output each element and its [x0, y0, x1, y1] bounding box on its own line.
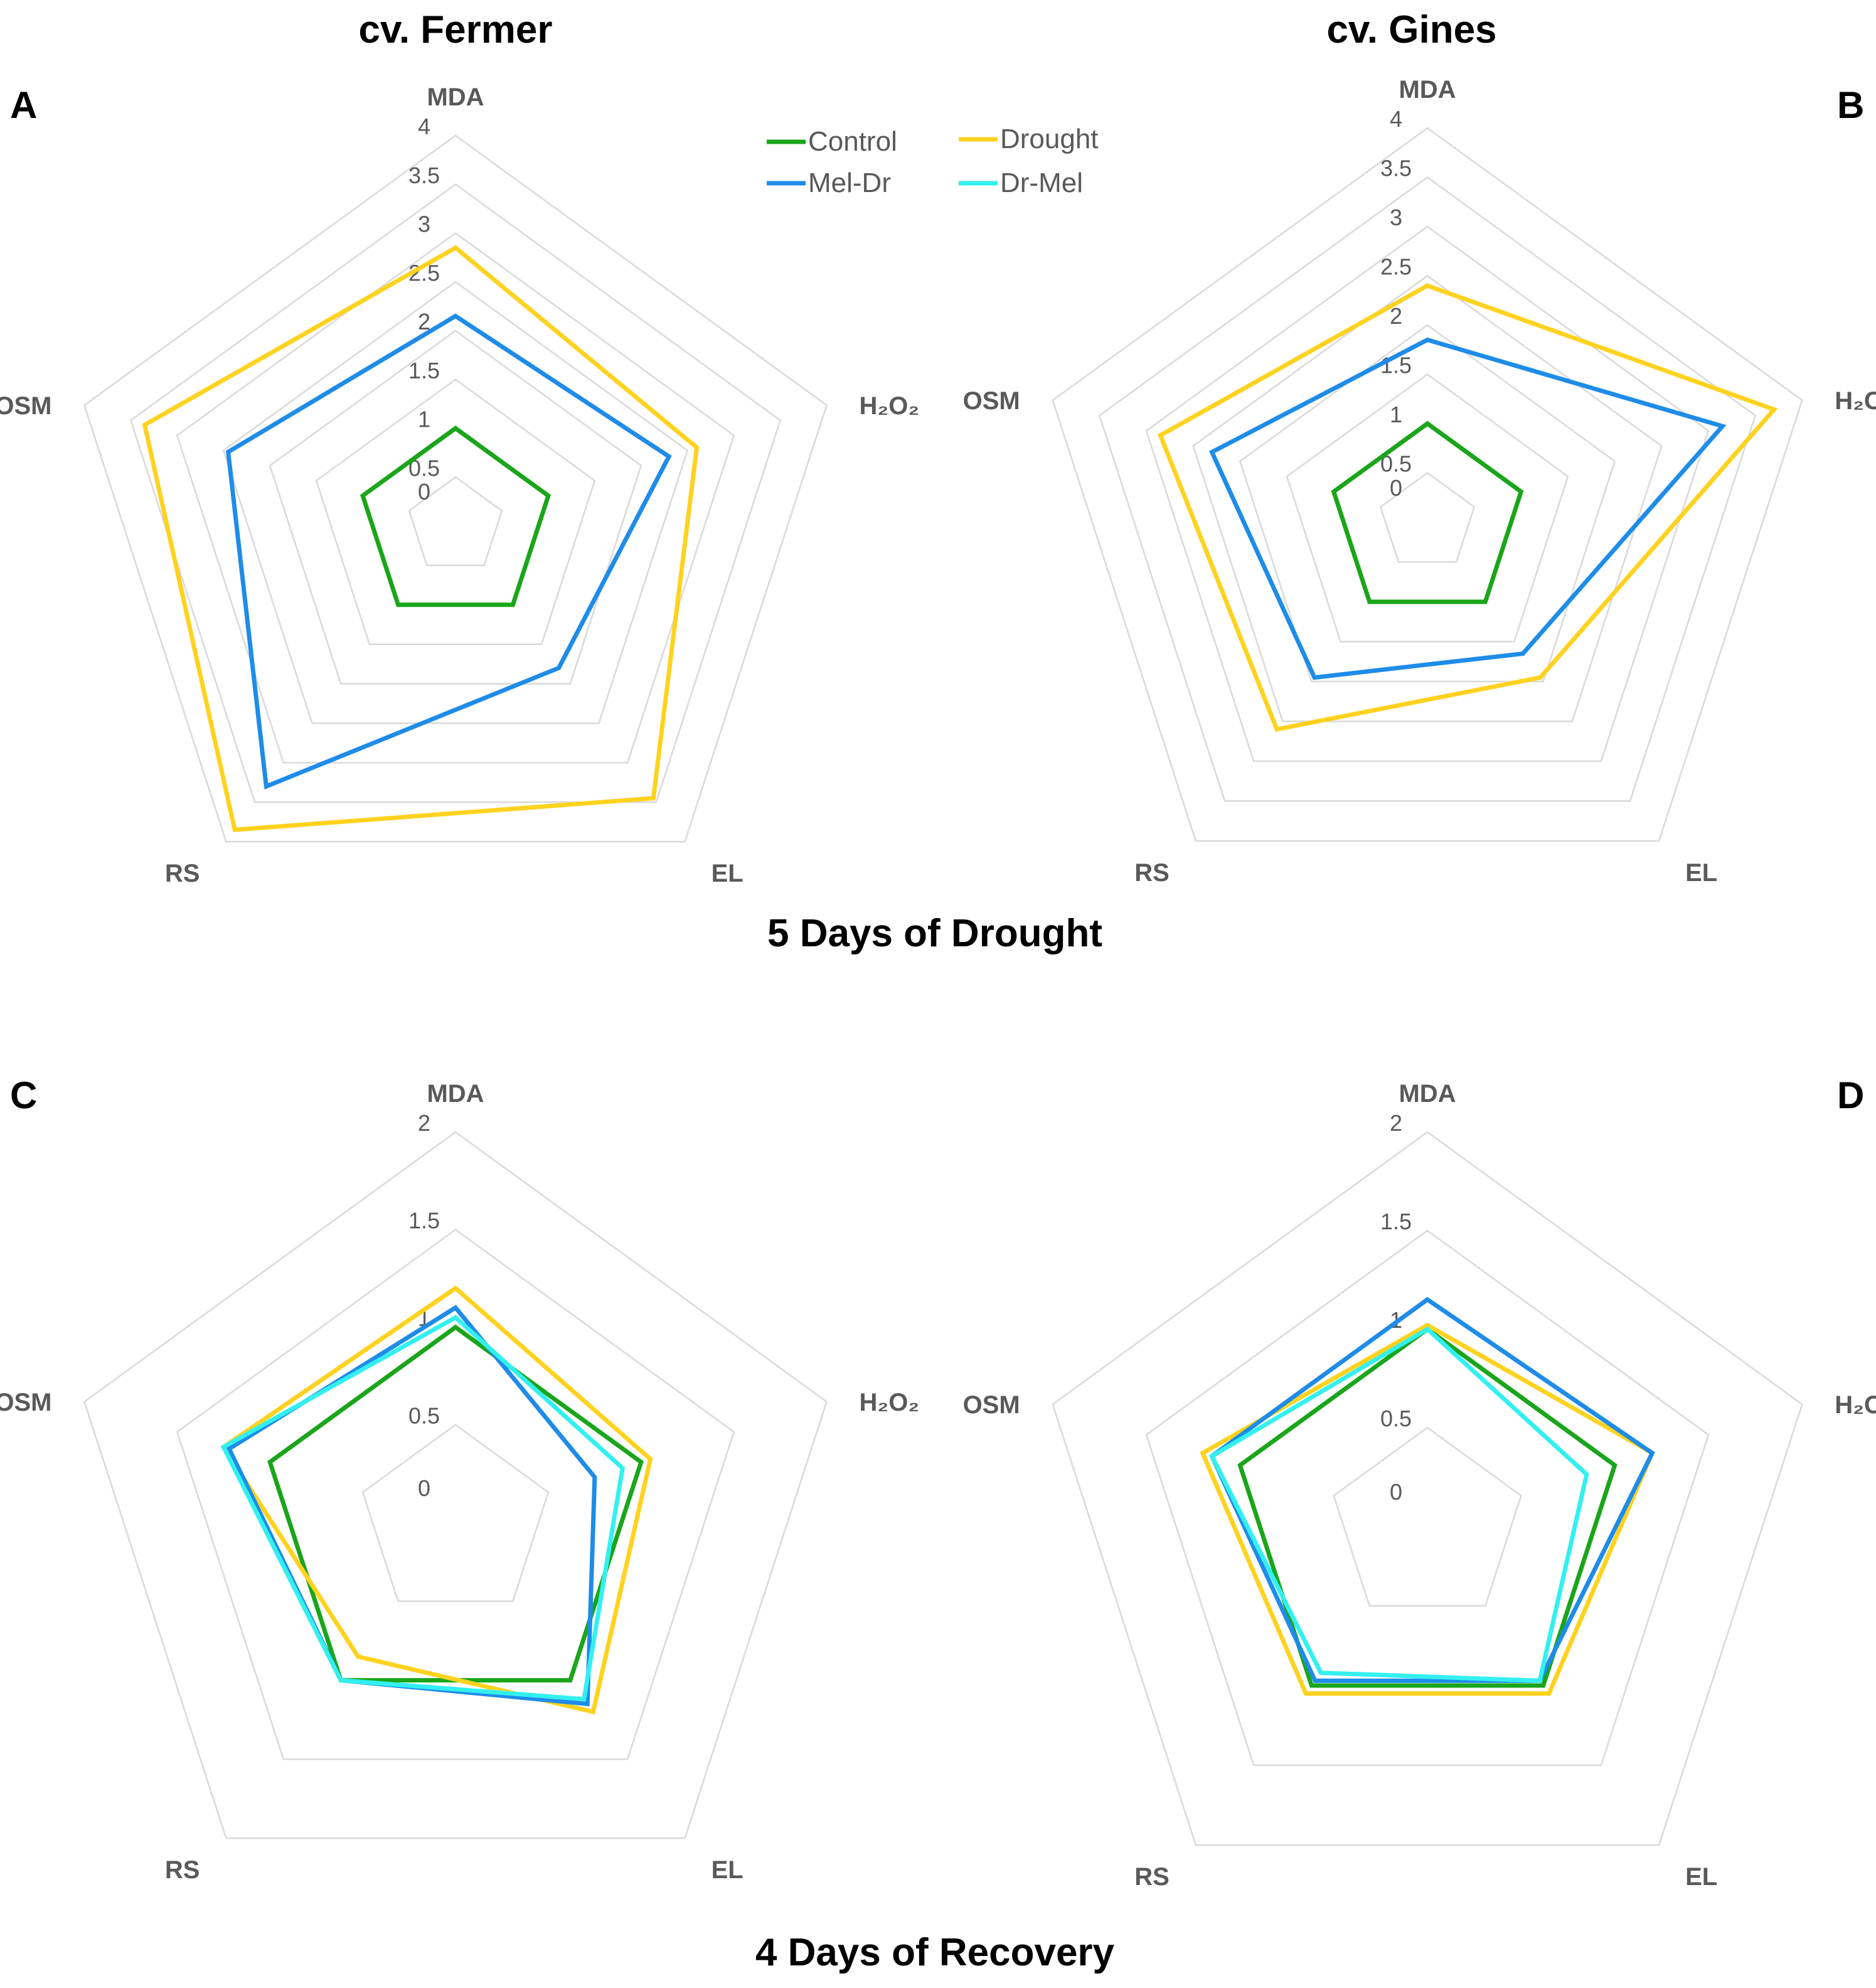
- grid-ring: [176, 1228, 735, 1760]
- axis-label-2: EL: [1685, 859, 1717, 887]
- tick-label: 1.5: [408, 358, 440, 383]
- series-control: [360, 425, 552, 607]
- radar-panels: A00.511.522.533.54MDAH₂O₂ELRSOSMB00.511.…: [0, 76, 1876, 1891]
- axis-label-3: RS: [165, 1856, 200, 1884]
- grid-ring: [1052, 127, 1803, 842]
- axis-label-1: H₂O₂: [1835, 387, 1876, 415]
- axis-label-3: RS: [1134, 1863, 1170, 1891]
- tick-label: 3.5: [408, 163, 440, 188]
- tick-label: 1.5: [1380, 1209, 1412, 1234]
- grid-ring: [1286, 373, 1569, 643]
- grid-ring: [83, 134, 828, 843]
- recovery-section-title: 4 Days of Recovery: [755, 1931, 1115, 1974]
- series-drought: [220, 1285, 653, 1715]
- axis-label-1: H₂O₂: [860, 1389, 920, 1416]
- grid-ring: [1052, 1131, 1803, 1846]
- grid-ring: [1145, 1229, 1710, 1766]
- axis-label-2: EL: [711, 860, 743, 887]
- axis-label-4: OSM: [0, 1389, 51, 1416]
- legend-label: Control: [808, 126, 897, 157]
- tick-label: 2: [418, 309, 430, 334]
- axis-label-3: RS: [165, 860, 200, 887]
- right-column-title: cv. Gines: [1326, 8, 1496, 51]
- grid-ring: [1192, 274, 1663, 722]
- series-dr-mel: [220, 1315, 625, 1702]
- axis-label-2: EL: [711, 1856, 743, 1884]
- grid-ring: [408, 476, 503, 567]
- series-drought: [1158, 283, 1778, 732]
- grid-ring: [1379, 471, 1476, 563]
- tick-label: 2: [1390, 303, 1402, 329]
- series-mel-dr: [225, 313, 672, 790]
- grid-ring: [83, 1131, 828, 1839]
- legend: Control Drought Mel-Dr Dr-Mel: [767, 124, 1099, 198]
- panel-letter: D: [1837, 1074, 1864, 1116]
- tick-label: 3: [418, 211, 430, 237]
- tick-label: 1.5: [408, 1208, 440, 1234]
- tick-label: 4: [418, 114, 430, 139]
- panel-letter: B: [1837, 84, 1864, 126]
- left-column-title: cv. Fermer: [358, 8, 552, 51]
- grid-ring: [269, 329, 642, 685]
- series-control: [1237, 1326, 1618, 1688]
- axis-label-0: MDA: [1399, 76, 1456, 104]
- tick-label: 1: [1390, 402, 1402, 427]
- series-dr-mel: [1208, 1326, 1589, 1684]
- axis-label-1: H₂O₂: [1835, 1391, 1876, 1419]
- grid-ring: [129, 183, 782, 803]
- grid-ring: [1098, 176, 1757, 802]
- axis-label-3: RS: [1134, 859, 1170, 887]
- drought-section-title: 5 Days of Drought: [767, 912, 1102, 955]
- series-drought: [1200, 1322, 1655, 1696]
- panel-letter: C: [10, 1074, 37, 1116]
- tick-label: 4: [1390, 106, 1402, 132]
- grid-ring: [1333, 1426, 1522, 1607]
- tick-label: 0: [1390, 1479, 1402, 1505]
- tick-label: 2: [418, 1110, 430, 1136]
- grid-ring: [361, 1423, 550, 1603]
- axis-label-4: OSM: [963, 387, 1020, 415]
- tick-label: 3: [1390, 205, 1402, 230]
- series-control: [1331, 420, 1524, 604]
- axis-label-1: H₂O₂: [860, 392, 920, 420]
- panel-letter: A: [10, 84, 37, 126]
- axis-label-4: OSM: [963, 1391, 1020, 1419]
- axis-label-4: OSM: [0, 392, 51, 420]
- grid-ring: [176, 232, 735, 764]
- axis-label-0: MDA: [1399, 1080, 1456, 1108]
- axis-label-0: MDA: [427, 1080, 484, 1108]
- tick-label: 1: [418, 407, 430, 432]
- tick-label: 3.5: [1380, 156, 1412, 181]
- tick-label: 0: [418, 479, 430, 505]
- series-mel-dr: [1209, 337, 1727, 680]
- tick-label: 0: [1390, 475, 1402, 501]
- legend-label: Drought: [1000, 124, 1099, 154]
- axis-label-0: MDA: [427, 83, 484, 111]
- series-mel-dr: [1209, 1296, 1655, 1683]
- tick-label: 2: [1390, 1110, 1402, 1136]
- tick-label: 2.5: [1380, 254, 1412, 280]
- grid-ring: [1145, 225, 1710, 762]
- legend-label: Dr-Mel: [1000, 168, 1083, 198]
- tick-label: 0: [418, 1475, 430, 1501]
- grid-ring: [1239, 324, 1616, 683]
- series-control: [267, 1324, 644, 1683]
- grid-ring: [222, 281, 689, 724]
- series-drought: [142, 245, 700, 833]
- tick-label: 0.5: [408, 1403, 440, 1429]
- grid-ring: [315, 378, 596, 645]
- tick-label: 0.5: [1380, 1406, 1412, 1431]
- axis-label-2: EL: [1685, 1863, 1717, 1891]
- legend-label: Mel-Dr: [808, 168, 891, 198]
